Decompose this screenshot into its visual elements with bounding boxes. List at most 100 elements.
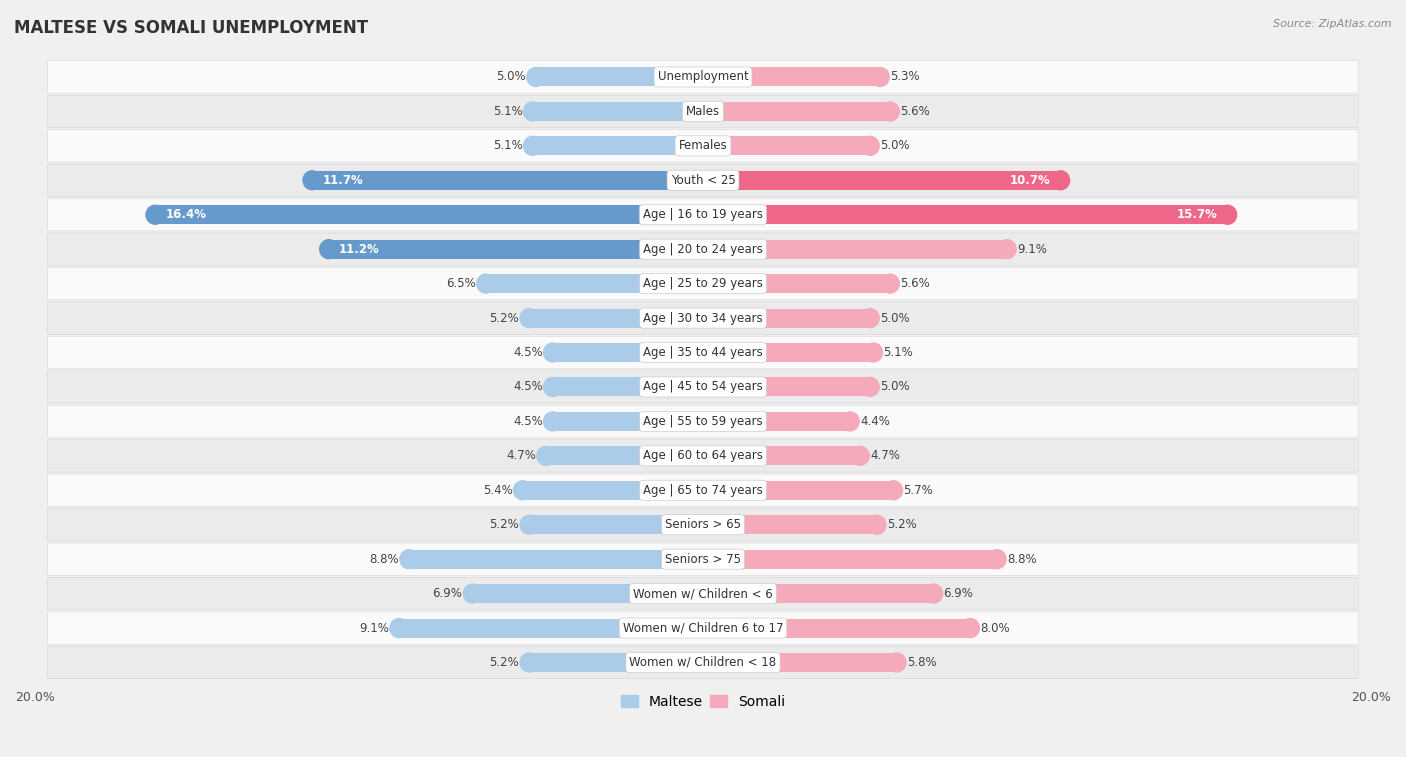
Text: 4.4%: 4.4% <box>860 415 890 428</box>
Text: 4.5%: 4.5% <box>513 381 543 394</box>
Text: Women w/ Children < 6: Women w/ Children < 6 <box>633 587 773 600</box>
Bar <box>703 205 1227 224</box>
Text: Unemployment: Unemployment <box>658 70 748 83</box>
Circle shape <box>1052 171 1070 190</box>
Text: 5.2%: 5.2% <box>489 312 519 325</box>
Bar <box>472 584 703 603</box>
Text: MALTESE VS SOMALI UNEMPLOYMENT: MALTESE VS SOMALI UNEMPLOYMENT <box>14 19 368 37</box>
FancyBboxPatch shape <box>48 371 1358 403</box>
Text: Age | 35 to 44 years: Age | 35 to 44 years <box>643 346 763 359</box>
Bar <box>155 205 703 224</box>
Text: 5.0%: 5.0% <box>880 312 910 325</box>
Circle shape <box>520 516 538 534</box>
Circle shape <box>870 67 889 86</box>
Text: 5.1%: 5.1% <box>494 139 523 152</box>
Text: 15.7%: 15.7% <box>1177 208 1218 221</box>
Bar <box>312 171 703 190</box>
Circle shape <box>962 618 980 637</box>
Text: 5.7%: 5.7% <box>904 484 934 497</box>
Text: 9.1%: 9.1% <box>359 621 389 634</box>
Text: 8.8%: 8.8% <box>1007 553 1036 565</box>
Bar <box>553 378 703 397</box>
Text: 4.5%: 4.5% <box>513 415 543 428</box>
Text: Age | 60 to 64 years: Age | 60 to 64 years <box>643 450 763 463</box>
Bar <box>703 136 870 155</box>
Bar <box>703 447 860 466</box>
Text: 9.1%: 9.1% <box>1017 243 1047 256</box>
Text: 16.4%: 16.4% <box>166 208 207 221</box>
Bar <box>529 516 703 534</box>
Circle shape <box>544 412 562 431</box>
Bar <box>703 240 1007 259</box>
Circle shape <box>304 171 322 190</box>
Circle shape <box>924 584 942 603</box>
Bar <box>703 102 890 121</box>
Circle shape <box>523 102 541 121</box>
Circle shape <box>860 136 879 155</box>
Circle shape <box>988 550 1007 569</box>
Text: 5.2%: 5.2% <box>489 519 519 531</box>
FancyBboxPatch shape <box>48 646 1358 679</box>
Circle shape <box>884 481 903 500</box>
Text: Women w/ Children 6 to 17: Women w/ Children 6 to 17 <box>623 621 783 634</box>
Circle shape <box>887 653 905 672</box>
Bar <box>523 481 703 500</box>
Text: Age | 45 to 54 years: Age | 45 to 54 years <box>643 381 763 394</box>
Text: Age | 65 to 74 years: Age | 65 to 74 years <box>643 484 763 497</box>
Bar <box>703 67 880 86</box>
Circle shape <box>868 516 886 534</box>
Bar <box>703 653 897 672</box>
Bar <box>409 550 703 569</box>
Text: Age | 55 to 59 years: Age | 55 to 59 years <box>643 415 763 428</box>
Bar <box>703 618 970 637</box>
Text: 5.2%: 5.2% <box>489 656 519 669</box>
FancyBboxPatch shape <box>48 129 1358 162</box>
Text: Age | 20 to 24 years: Age | 20 to 24 years <box>643 243 763 256</box>
FancyBboxPatch shape <box>48 198 1358 231</box>
Text: 4.7%: 4.7% <box>870 450 900 463</box>
FancyBboxPatch shape <box>48 509 1358 541</box>
Circle shape <box>1218 205 1237 224</box>
Text: 4.7%: 4.7% <box>506 450 536 463</box>
Circle shape <box>477 274 495 293</box>
Circle shape <box>319 240 337 259</box>
Bar <box>553 412 703 431</box>
Text: Youth < 25: Youth < 25 <box>671 174 735 187</box>
Legend: Maltese, Somali: Maltese, Somali <box>616 690 790 715</box>
Circle shape <box>544 343 562 362</box>
Text: Age | 16 to 19 years: Age | 16 to 19 years <box>643 208 763 221</box>
Circle shape <box>841 412 859 431</box>
Bar <box>553 343 703 362</box>
Text: Seniors > 65: Seniors > 65 <box>665 519 741 531</box>
Bar <box>529 309 703 328</box>
Circle shape <box>464 584 482 603</box>
Text: Seniors > 75: Seniors > 75 <box>665 553 741 565</box>
Bar <box>703 378 870 397</box>
Circle shape <box>527 67 546 86</box>
Text: 5.6%: 5.6% <box>900 105 929 118</box>
Text: 5.4%: 5.4% <box>482 484 513 497</box>
Bar <box>533 102 703 121</box>
Circle shape <box>389 618 408 637</box>
Text: 5.3%: 5.3% <box>890 70 920 83</box>
Circle shape <box>998 240 1017 259</box>
FancyBboxPatch shape <box>48 302 1358 335</box>
FancyBboxPatch shape <box>48 405 1358 438</box>
Text: Males: Males <box>686 105 720 118</box>
Text: Females: Females <box>679 139 727 152</box>
Text: 5.0%: 5.0% <box>880 139 910 152</box>
Circle shape <box>544 378 562 397</box>
Circle shape <box>513 481 531 500</box>
FancyBboxPatch shape <box>48 336 1358 369</box>
Circle shape <box>520 653 538 672</box>
FancyBboxPatch shape <box>48 233 1358 266</box>
Text: 5.6%: 5.6% <box>900 277 929 290</box>
Text: Women w/ Children < 18: Women w/ Children < 18 <box>630 656 776 669</box>
Bar <box>703 309 870 328</box>
Circle shape <box>860 309 879 328</box>
Bar <box>529 653 703 672</box>
FancyBboxPatch shape <box>48 61 1358 93</box>
Text: 5.1%: 5.1% <box>883 346 912 359</box>
FancyBboxPatch shape <box>48 95 1358 128</box>
Bar <box>486 274 703 293</box>
